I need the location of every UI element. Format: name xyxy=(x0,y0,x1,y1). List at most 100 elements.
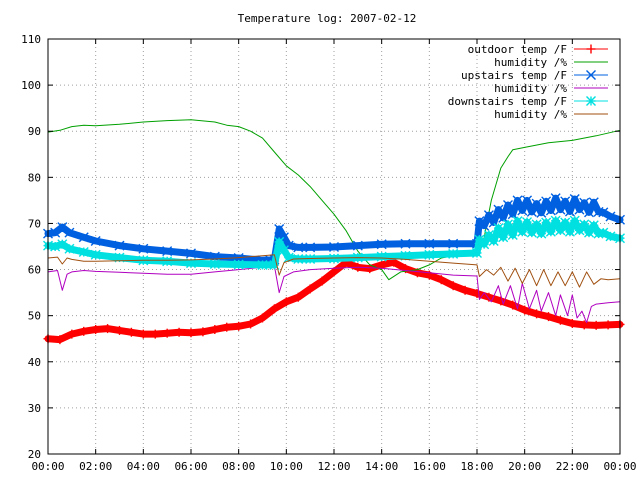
data-point xyxy=(584,227,595,238)
y-tick-label: 30 xyxy=(28,402,41,415)
legend-label: humidity /% xyxy=(494,82,567,95)
data-point xyxy=(352,240,363,251)
data-point xyxy=(274,236,285,247)
data-point xyxy=(560,196,571,207)
data-point xyxy=(541,217,552,228)
legend-entry: downstairs temp /F xyxy=(448,95,608,108)
x-tick-label: 08:00 xyxy=(222,460,255,473)
data-point xyxy=(507,229,518,240)
data-point xyxy=(574,225,585,236)
data-point xyxy=(483,210,494,221)
data-point xyxy=(564,226,575,237)
legend-entry: humidity /% xyxy=(494,56,608,69)
legend-label: humidity /% xyxy=(494,108,567,121)
data-point xyxy=(531,198,542,209)
axes: 20 30 40 50 60 70 80 90 100 110 00:00 02:00 04:00 06:… xyxy=(21,33,636,473)
data-point xyxy=(507,209,518,220)
data-point xyxy=(588,220,599,231)
data-point xyxy=(448,238,459,249)
legend-entry: outdoor temp /F xyxy=(468,43,608,56)
series-3 xyxy=(47,265,621,324)
data-point xyxy=(598,227,609,238)
data-point xyxy=(293,242,304,253)
series-line xyxy=(47,254,621,288)
data-point xyxy=(588,197,599,208)
series-5 xyxy=(47,254,621,288)
data-point xyxy=(400,250,411,261)
legend-label: humidity /% xyxy=(494,56,567,69)
data-point xyxy=(584,207,595,218)
data-point xyxy=(376,239,387,250)
data-point xyxy=(488,235,499,246)
data-point xyxy=(598,207,609,218)
x-tick-label: 14:00 xyxy=(365,460,398,473)
y-tick-label: 70 xyxy=(28,217,41,230)
y-tick-label: 40 xyxy=(28,356,41,369)
data-point xyxy=(269,259,280,270)
x-tick-label: 12:00 xyxy=(317,460,350,473)
data-point xyxy=(517,226,528,237)
data-point xyxy=(531,219,542,230)
legend-label: upstairs temp /F xyxy=(461,69,567,82)
x-tick-label: 02:00 xyxy=(79,460,112,473)
data-point xyxy=(550,215,561,226)
y-tick-label: 100 xyxy=(21,79,41,92)
series-lines xyxy=(43,119,625,345)
series-line xyxy=(47,265,621,324)
data-point xyxy=(522,195,533,206)
data-point xyxy=(536,207,547,218)
y-tick-label: 80 xyxy=(28,171,41,184)
data-point xyxy=(536,228,547,239)
y-tick-label: 90 xyxy=(28,125,41,138)
data-point xyxy=(90,235,101,246)
data-point xyxy=(502,219,513,230)
data-point xyxy=(498,212,509,223)
data-point xyxy=(541,196,552,207)
x-tick-label: 22:00 xyxy=(556,460,589,473)
data-point xyxy=(474,234,485,245)
data-point xyxy=(209,251,220,262)
data-point xyxy=(522,217,533,228)
data-point xyxy=(305,242,316,253)
y-tick-label: 110 xyxy=(21,33,41,46)
data-point xyxy=(560,217,571,228)
x-tick-label: 06:00 xyxy=(174,460,207,473)
data-point xyxy=(474,216,485,227)
data-point xyxy=(57,222,68,233)
y-tick-label: 60 xyxy=(28,264,41,277)
data-point xyxy=(564,206,575,217)
data-point xyxy=(517,205,528,216)
legend-marker xyxy=(586,96,596,106)
data-point xyxy=(64,227,75,238)
data-point xyxy=(162,256,173,267)
data-point xyxy=(114,240,125,251)
data-point xyxy=(233,259,244,270)
data-point xyxy=(502,200,513,210)
legend-marker xyxy=(586,70,596,80)
data-point xyxy=(493,223,504,234)
data-point xyxy=(493,204,504,215)
x-tick-label: 10:00 xyxy=(270,460,303,473)
y-tick-label: 50 xyxy=(28,310,41,323)
data-point xyxy=(605,211,616,222)
series-4 xyxy=(43,215,625,270)
data-point xyxy=(424,238,435,249)
data-point xyxy=(472,247,482,258)
data-point xyxy=(579,197,590,208)
data-point xyxy=(78,232,89,243)
legend-label: downstairs temp /F xyxy=(448,95,567,108)
data-point xyxy=(579,219,590,230)
data-point xyxy=(424,249,435,260)
data-point xyxy=(555,225,566,236)
data-point xyxy=(479,239,490,250)
data-point xyxy=(448,248,459,259)
x-tick-label: 00:00 xyxy=(603,460,636,473)
data-point xyxy=(283,252,294,263)
x-tick-label: 18:00 xyxy=(460,460,493,473)
data-point xyxy=(209,259,220,270)
data-point xyxy=(569,194,580,205)
data-point xyxy=(274,223,285,234)
data-point xyxy=(498,232,509,243)
